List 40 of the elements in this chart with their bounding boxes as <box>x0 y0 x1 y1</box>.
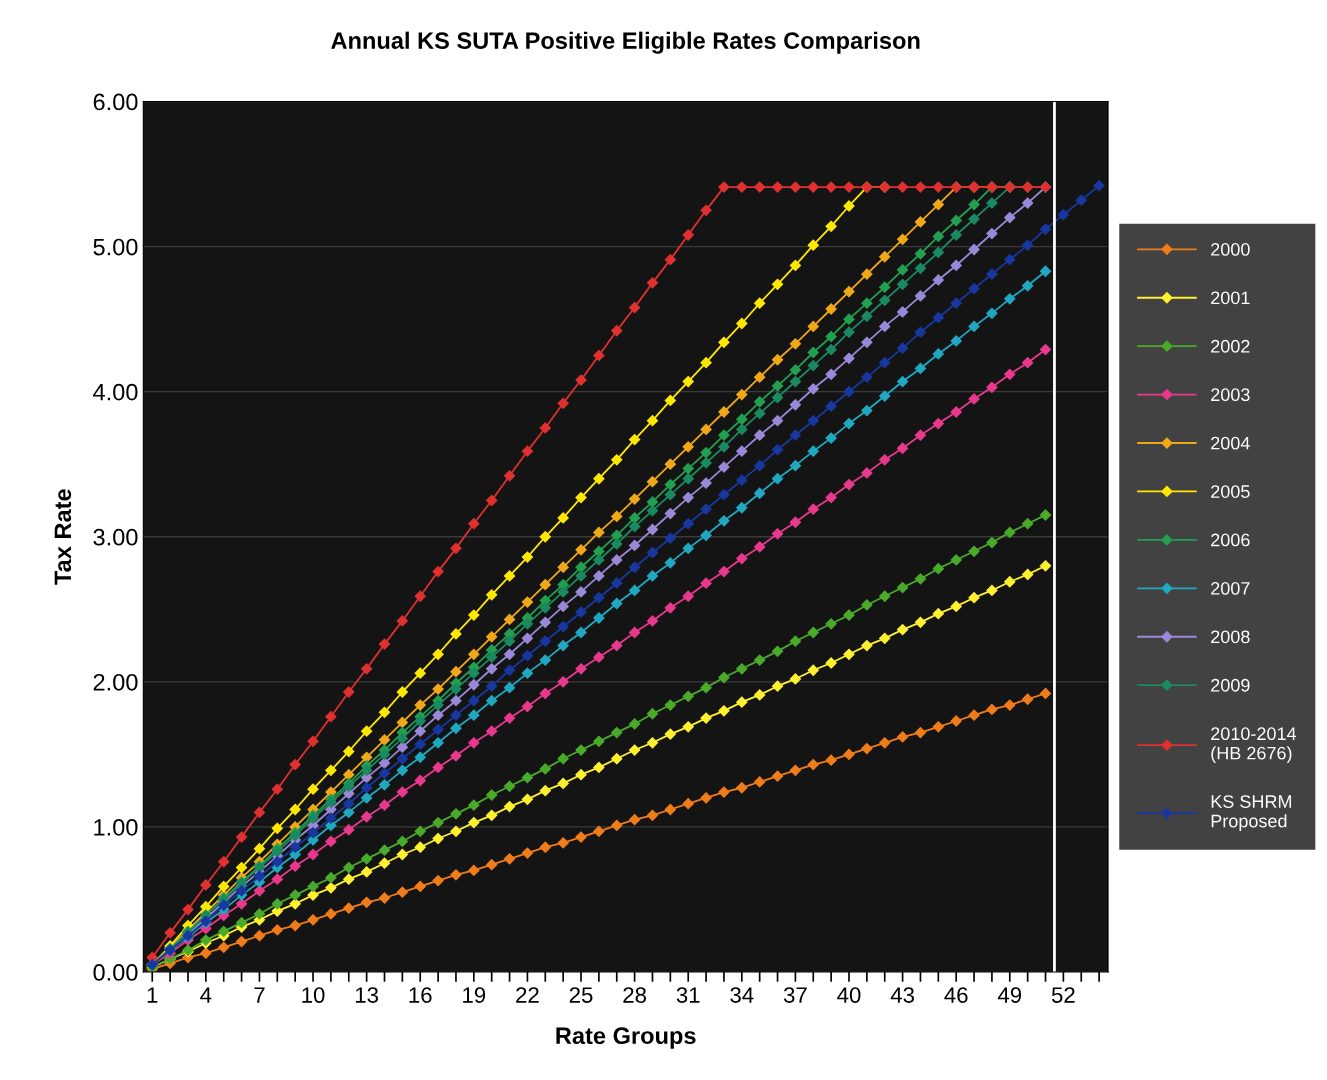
legend-label: KS SHRM Proposed <box>1211 795 1292 831</box>
legend-label: 2009 <box>1211 678 1250 692</box>
y-tick-label: 0.00 <box>93 964 138 981</box>
y-tick-label: 6.00 <box>93 93 138 111</box>
legend-label: 2008 <box>1211 630 1250 644</box>
legend-label: 2001 <box>1211 291 1250 305</box>
legend-label: 2003 <box>1211 388 1250 402</box>
x-tick-label: 37 <box>783 987 807 1003</box>
x-tick-label: 43 <box>890 987 914 1003</box>
y-axis-title: Tax Rate <box>54 489 72 585</box>
legend-label: 2000 <box>1211 243 1250 256</box>
x-tick-label: 31 <box>676 987 700 1003</box>
x-tick-label: 10 <box>302 987 325 1003</box>
x-tick-label: 1 <box>147 987 158 1003</box>
legend-label: 2005 <box>1211 485 1250 498</box>
x-tick-label: 49 <box>997 987 1022 1003</box>
x-tick-label: 4 <box>200 987 212 1003</box>
x-tick-label: 7 <box>254 987 265 1003</box>
legend-label: 2007 <box>1211 582 1250 595</box>
y-tick-label: 2.00 <box>93 673 138 691</box>
y-tick-label: 5.00 <box>93 238 138 256</box>
legend-label: 2006 <box>1211 533 1250 547</box>
x-tick-label: 46 <box>944 987 968 1003</box>
y-tick-label: 3.00 <box>93 528 138 546</box>
y-tick-label: 1.00 <box>94 818 138 836</box>
chart-title: Annual KS SUTA Positive Eligible Rates Comparison <box>331 31 920 54</box>
x-tick-label: 19 <box>463 987 486 1003</box>
x-tick-label: 13 <box>355 987 379 1003</box>
legend-label: 2002 <box>1211 339 1250 353</box>
x-tick-label: 34 <box>730 987 754 1003</box>
legend-label: 2010-2014 (HB 2676) <box>1211 727 1297 764</box>
x-tick-label: 52 <box>1051 987 1075 1003</box>
legend-label: 2004 <box>1211 436 1250 450</box>
y-tick-label: 4.00 <box>93 383 138 401</box>
x-axis-title: Rate Groups <box>556 1027 696 1049</box>
x-tick-label: 28 <box>623 987 647 1003</box>
x-tick-label: 16 <box>409 987 432 1003</box>
x-tick-label: 22 <box>516 987 539 1003</box>
x-tick-label: 25 <box>569 987 593 1003</box>
x-tick-label: 40 <box>837 987 861 1003</box>
